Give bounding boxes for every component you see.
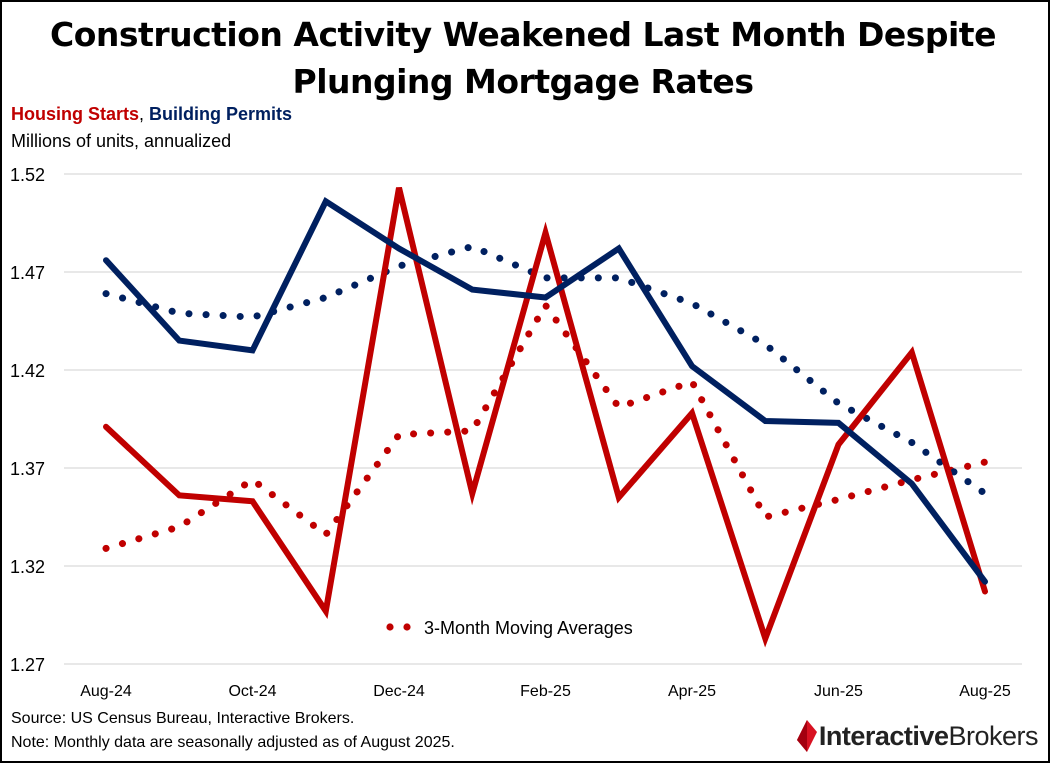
y-tick-label: 1.47 [10,263,45,283]
y-tick-label: 1.52 [10,165,45,185]
chart-title-line-2: Plunging Mortgage Rates [292,62,754,101]
x-tick-label: Aug-24 [80,683,132,700]
chart-title-line-1: Construction Activity Weakened Last Mont… [50,15,996,54]
x-tick-label: Dec-24 [373,683,425,700]
legend-building-permits: Building Permits [149,104,293,124]
x-tick-label: Apr-25 [668,683,716,700]
y-tick-label: 1.42 [10,361,45,381]
y-tick-label: 1.27 [10,655,45,675]
logo-text-bold: Interactive [818,720,949,751]
interactive-brokers-logo: InteractiveBrokers [795,720,1038,752]
ma-legend-dot [386,623,394,631]
y-tick-label: 1.32 [10,557,45,577]
series-legend: Housing Starts, Building Permits [11,104,292,125]
source-note: Source: US Census Bureau, Interactive Br… [11,710,355,727]
ma-legend-label: 3-Month Moving Averages [424,618,633,638]
y-tick-label: 1.37 [10,459,45,479]
series-lines [102,187,989,648]
logo-text-regular: Brokers [948,720,1038,751]
x-tick-label: Jun-25 [814,683,863,700]
data-note: Note: Monthly data are seasonally adjust… [11,734,455,751]
moving-average-legend: 3-Month Moving Averages [386,618,633,638]
units-label: Millions of units, annualized [11,131,232,151]
ib-logo-icon [796,720,817,752]
x-tick-labels: Aug-24 Oct-24 Dec-24 Feb-25 Apr-25 Jun-25 Aug-… [80,683,1011,700]
gridlines [64,173,1022,665]
legend-separator: , [139,104,145,124]
x-tick-label: Aug-25 [959,683,1011,700]
housing-starts-moving-average-line [102,298,989,552]
x-tick-label: Feb-25 [520,683,571,700]
y-tick-labels: 1.52 1.47 1.42 1.37 1.32 1.27 [10,165,45,675]
building-permits-moving-average-line [102,242,989,497]
x-tick-label: Oct-24 [228,683,276,700]
housing-starts-line [103,187,988,648]
ma-legend-dot [403,623,411,631]
building-permits-line [103,197,988,585]
legend-housing-starts: Housing Starts [11,104,140,124]
